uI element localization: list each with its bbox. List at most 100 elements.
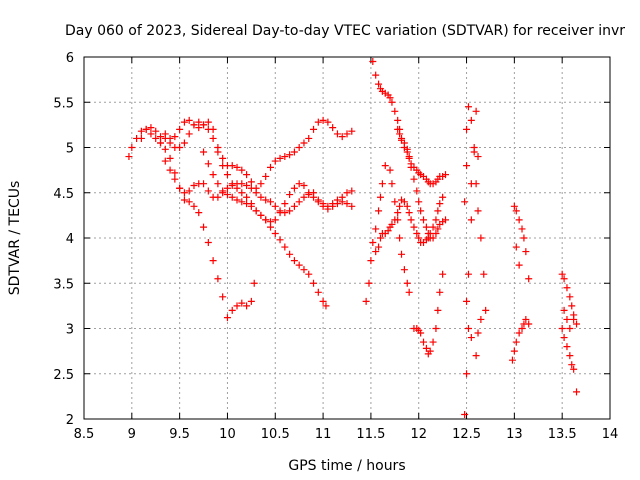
data-point	[429, 338, 437, 346]
data-point	[410, 223, 418, 231]
data-point	[219, 154, 227, 162]
chart-title: Day 060 of 2023, Sidereal Day-to-day VTE…	[65, 23, 625, 39]
data-point	[209, 134, 217, 142]
x-tick-label: 11.5	[356, 427, 385, 442]
data-point	[238, 166, 246, 174]
axis-ticks: 8.5 9 9.5 10 10.5 11 11.5 12 12.5 13 13.5 14 2 2.5 3 3.…	[53, 51, 618, 442]
data-point	[333, 200, 341, 208]
data-point	[137, 134, 145, 142]
data-point	[125, 153, 133, 161]
data-point	[563, 284, 571, 292]
data-point	[176, 184, 184, 192]
data-point	[461, 198, 469, 206]
data-point	[394, 216, 402, 224]
data-point	[369, 239, 377, 247]
data-point	[214, 193, 222, 201]
data-point	[434, 306, 442, 314]
data-point	[378, 180, 386, 188]
data-point	[560, 275, 568, 283]
series-track-8	[394, 125, 450, 242]
data-point	[295, 144, 303, 151]
data-point	[266, 218, 274, 226]
data-point	[386, 166, 394, 174]
data-point	[482, 306, 490, 314]
data-point	[247, 202, 255, 210]
data-point	[223, 314, 231, 322]
data-point	[432, 216, 440, 224]
data-point	[257, 193, 265, 201]
data-point	[436, 200, 444, 208]
data-point	[228, 193, 236, 201]
series-track-9	[362, 162, 413, 305]
data-point	[396, 130, 404, 138]
data-point	[252, 207, 260, 215]
data-point	[180, 196, 188, 204]
data-point	[381, 162, 389, 170]
data-point	[319, 202, 327, 210]
data-point	[467, 216, 475, 224]
y-tick-label: 2.5	[53, 368, 74, 383]
data-point	[161, 145, 169, 153]
data-point	[570, 365, 578, 373]
data-point	[276, 236, 284, 244]
data-point	[266, 163, 274, 171]
data-point	[461, 410, 469, 418]
data-point	[290, 148, 298, 156]
data-point	[391, 107, 399, 115]
data-point	[510, 347, 518, 355]
data-point	[319, 116, 327, 124]
data-point	[573, 388, 581, 396]
data-point	[185, 187, 193, 195]
data-point	[295, 261, 303, 269]
data-point	[463, 162, 471, 170]
data-point	[432, 229, 440, 237]
y-axis-label: SDTVAR / TECUs	[7, 181, 23, 296]
data-point	[200, 121, 208, 129]
data-point	[147, 124, 155, 132]
y-tick-label: 2	[66, 413, 74, 428]
data-point	[343, 200, 351, 208]
data-point	[573, 320, 581, 328]
data-point	[228, 306, 236, 314]
data-point	[180, 118, 188, 126]
data-point	[200, 180, 208, 188]
data-point	[512, 207, 520, 215]
data-point	[372, 225, 380, 233]
data-point	[369, 58, 377, 66]
data-point	[300, 182, 308, 190]
x-tick-label: 13.5	[548, 427, 577, 442]
data-point	[422, 344, 430, 352]
data-point	[568, 361, 576, 369]
data-point	[137, 127, 145, 135]
data-point	[219, 293, 227, 301]
series-track-3	[157, 116, 356, 192]
data-point	[386, 94, 394, 102]
data-point	[290, 257, 298, 265]
data-point	[276, 154, 284, 162]
data-point	[375, 80, 383, 88]
data-point	[286, 151, 294, 159]
data-point	[394, 209, 402, 217]
y-tick-label: 4.5	[53, 187, 74, 202]
data-point	[415, 198, 423, 206]
data-point	[305, 189, 313, 197]
data-point	[463, 370, 471, 378]
data-point	[171, 175, 179, 183]
data-point	[233, 163, 241, 171]
data-point	[394, 125, 402, 133]
data-point	[510, 202, 518, 210]
data-point	[223, 191, 231, 199]
data-point	[560, 334, 568, 342]
data-point	[305, 134, 313, 142]
x-tick-label: 12.5	[452, 427, 481, 442]
data-point	[398, 250, 406, 258]
data-point	[204, 239, 212, 247]
data-point	[388, 180, 396, 188]
data-point	[333, 130, 341, 138]
data-point	[474, 153, 482, 161]
data-point	[518, 225, 526, 233]
data-point	[219, 187, 227, 195]
data-point	[512, 338, 520, 346]
series-track-6	[369, 58, 450, 188]
data-point	[329, 202, 337, 210]
